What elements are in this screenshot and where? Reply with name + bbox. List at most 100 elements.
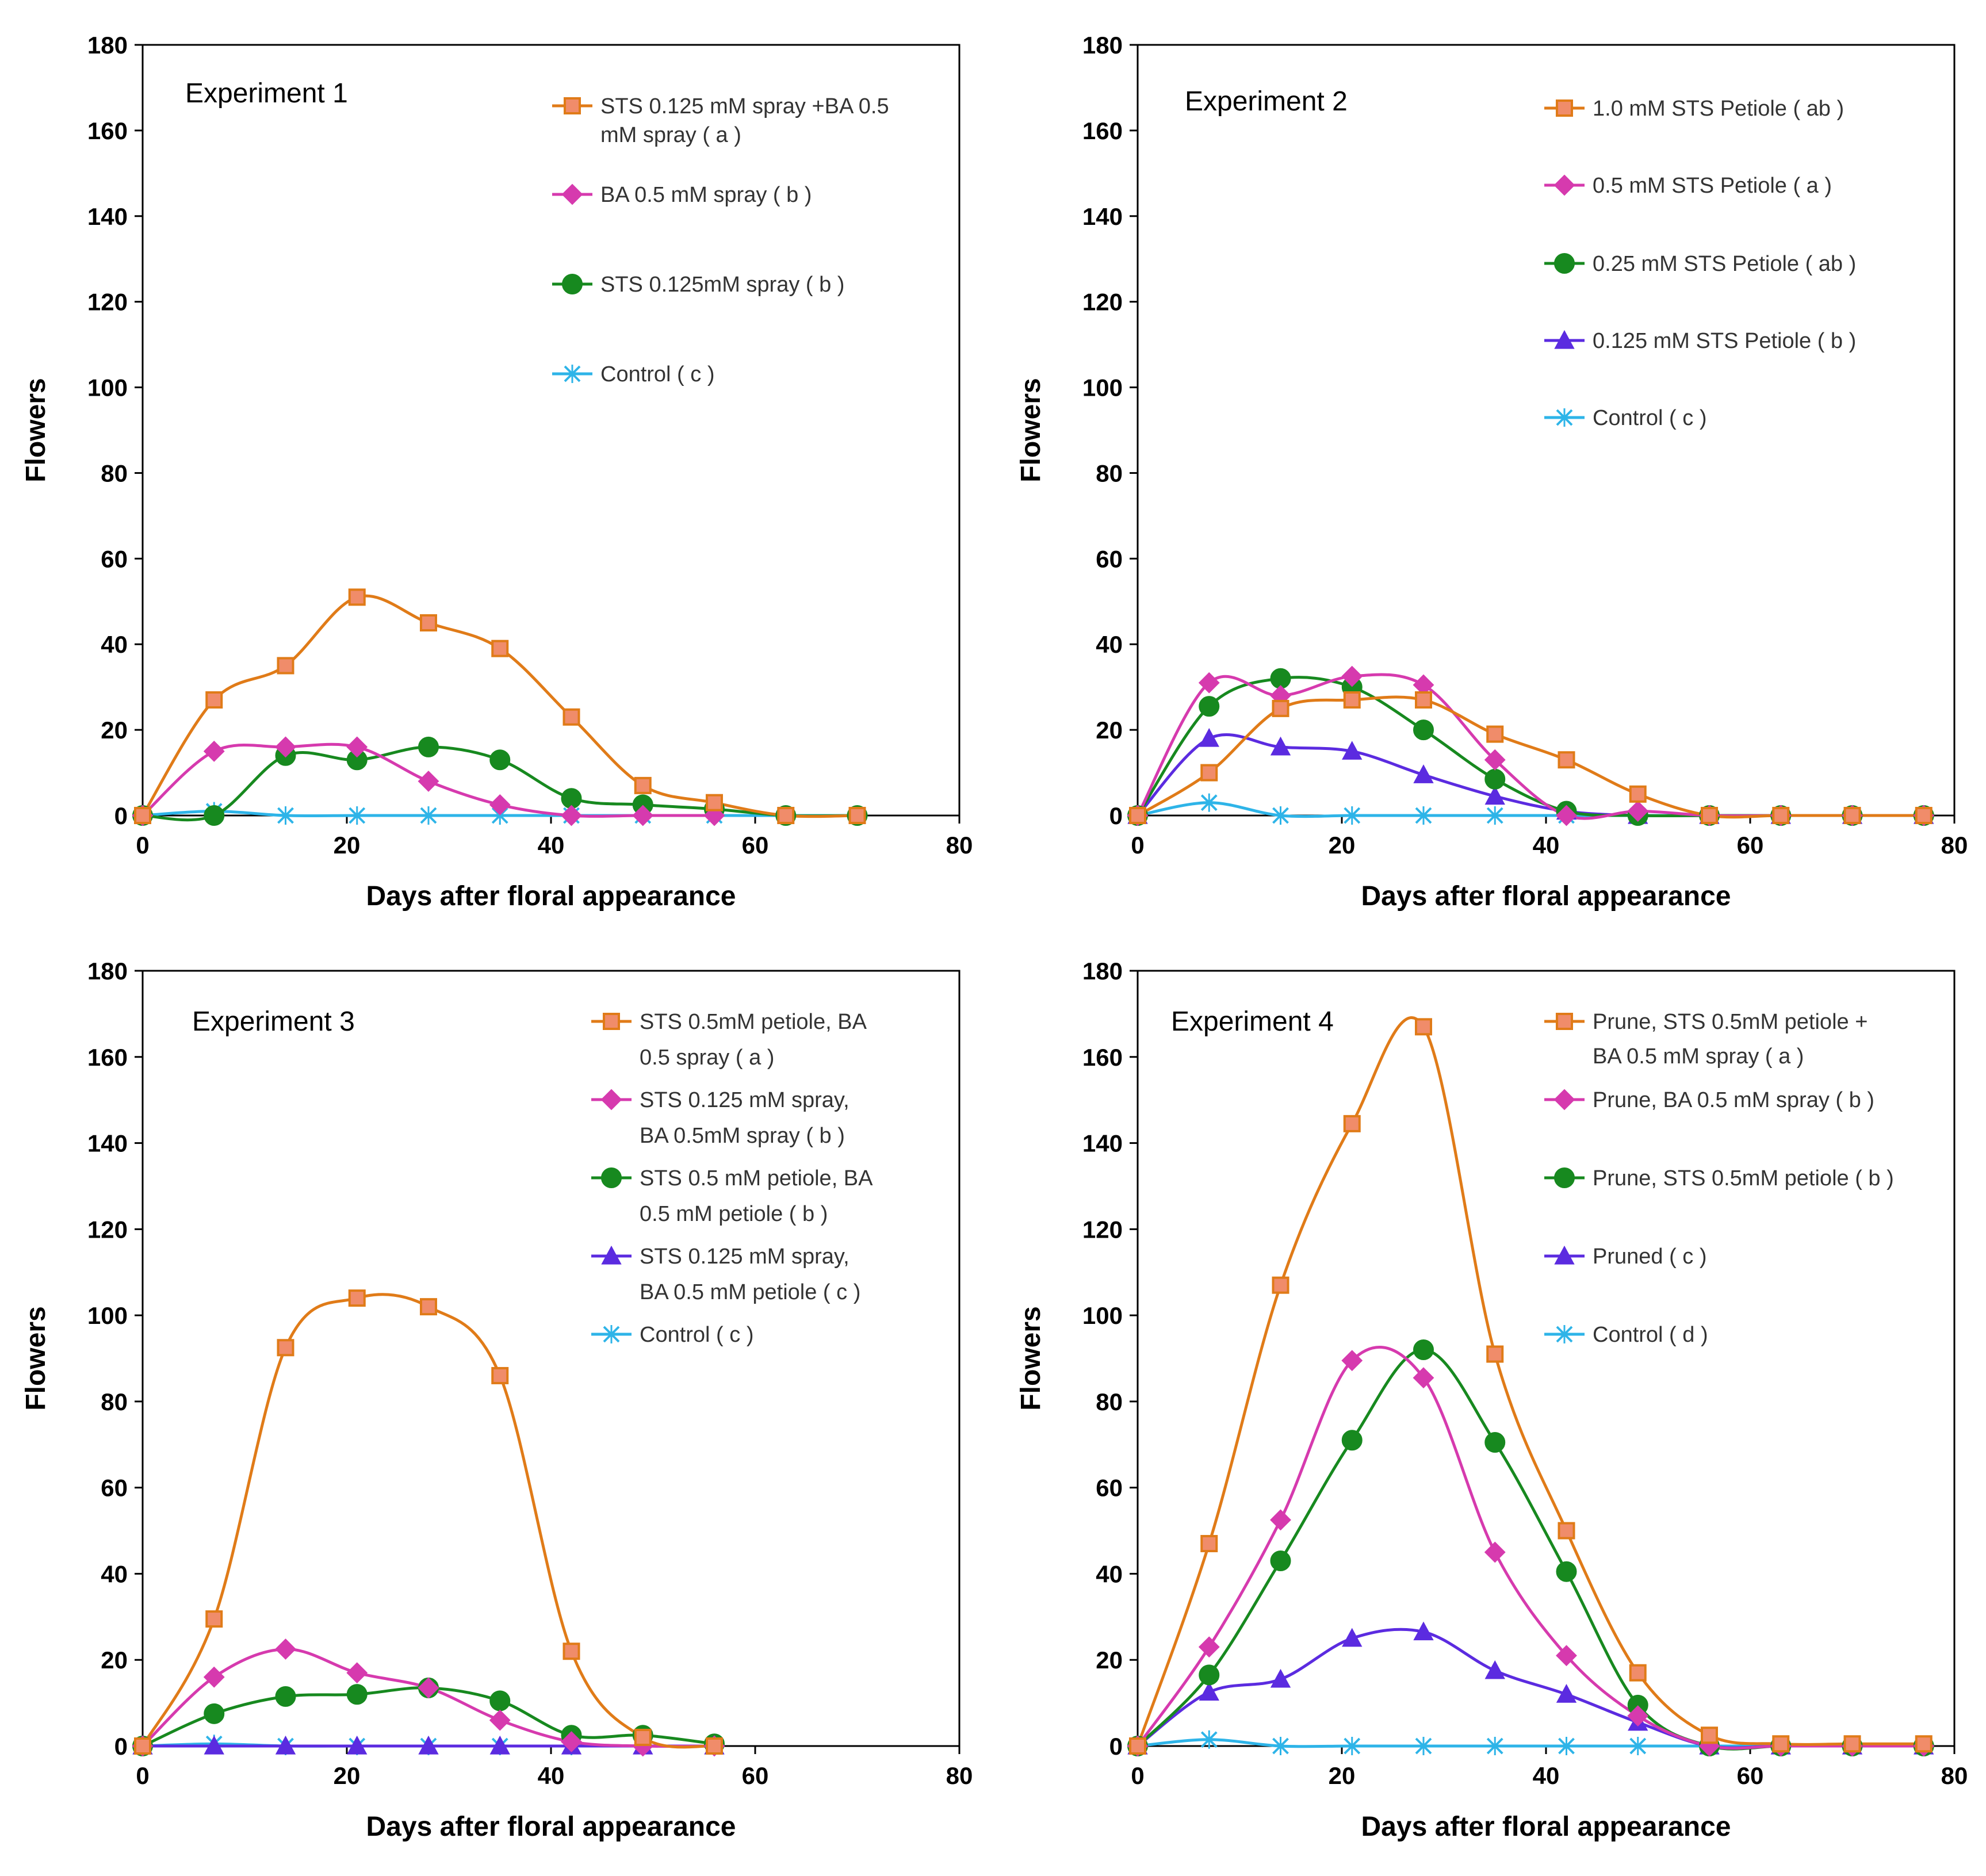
data-point <box>1200 793 1218 812</box>
x-axis-title: Days after floral appearance <box>366 881 736 912</box>
x-tick-label: 80 <box>946 832 973 859</box>
legend-swatch-marker <box>601 1167 622 1188</box>
series-markers-1 <box>1129 1018 1933 1755</box>
legend-swatch-marker <box>1554 1167 1575 1188</box>
y-axis-title: Flowers <box>21 1306 51 1410</box>
legend-swatch-marker <box>601 1245 622 1265</box>
series-markers-1 <box>1129 691 1933 824</box>
y-tick-label: 20 <box>1096 1647 1123 1674</box>
y-tick-label: 0 <box>1109 802 1123 829</box>
data-point <box>1198 1636 1220 1658</box>
legend-label: Control ( c ) <box>640 1323 753 1347</box>
data-point <box>277 806 294 825</box>
data-point <box>1413 1339 1434 1361</box>
data-point <box>1484 1660 1505 1679</box>
legend-label: STS 0.5 mM petiole, BA <box>640 1166 873 1190</box>
y-tick-label: 0 <box>114 802 128 829</box>
data-point <box>777 807 795 824</box>
data-point <box>1558 1737 1575 1755</box>
x-axis-title: Days after floral appearance <box>366 1812 736 1842</box>
legend-swatch-marker <box>564 365 581 383</box>
panel-title: Experiment 3 <box>192 1006 355 1037</box>
data-point <box>1272 806 1289 825</box>
data-point <box>418 736 439 757</box>
legend-label: Control ( c ) <box>600 362 714 386</box>
legend-label: Pruned ( c ) <box>1593 1245 1707 1269</box>
y-tick-label: 80 <box>1096 460 1123 487</box>
data-point <box>1129 1737 1146 1755</box>
data-point <box>1413 1621 1434 1641</box>
y-tick-label: 160 <box>87 117 128 144</box>
y-tick-label: 180 <box>87 958 128 985</box>
legend-swatch-marker <box>600 1089 622 1111</box>
panel-title: Experiment 1 <box>185 78 348 109</box>
y-tick-label: 120 <box>87 289 128 316</box>
y-tick-label: 40 <box>101 631 128 658</box>
y-tick-label: 60 <box>101 545 128 572</box>
legend-swatch-marker <box>1553 1089 1575 1111</box>
legend-label: BA 0.5 mM petiole ( c ) <box>640 1280 860 1304</box>
data-point <box>1556 1684 1577 1703</box>
data-point <box>1343 1115 1361 1132</box>
data-point <box>1486 1345 1504 1363</box>
data-point <box>275 1686 296 1707</box>
data-point <box>489 794 511 816</box>
data-point <box>1484 786 1505 805</box>
legend-swatch-marker <box>1556 1325 1573 1343</box>
legend-swatch-marker <box>1556 99 1573 117</box>
legend: 1.0 mM STS Petiole ( ab ) 0.5 mM STS Peti… <box>1544 97 1856 430</box>
data-point <box>634 1729 652 1747</box>
data-point <box>489 749 511 771</box>
x-tick-label: 80 <box>946 1762 973 1789</box>
y-tick-label: 80 <box>101 460 128 487</box>
legend-label: 1.0 mM STS Petiole ( ab ) <box>1593 97 1844 121</box>
data-point <box>1200 1730 1218 1749</box>
data-point <box>1484 1432 1506 1453</box>
legend: STS 0.125 mM spray +BA 0.5 mM spray ( a )… <box>552 94 889 386</box>
legend-label: Prune, BA 0.5 mM spray ( b ) <box>1593 1088 1874 1112</box>
legend-label: 0.125 mM STS Petiole ( b ) <box>1593 329 1856 353</box>
y-tick-label: 60 <box>1096 545 1123 572</box>
data-point <box>1629 1737 1647 1755</box>
x-tick-label: 40 <box>1533 832 1560 859</box>
chart-panel-3: 0 20 40 60 80 100 120 140 160 180 0 20 40 60 80 Days af… <box>21 958 973 1842</box>
data-point <box>1342 741 1363 760</box>
data-point <box>1270 736 1291 756</box>
x-tick-label: 20 <box>334 832 361 859</box>
y-tick-label: 60 <box>101 1475 128 1502</box>
data-point <box>346 736 368 758</box>
y-tick-label: 100 <box>1082 374 1123 401</box>
y-axis-title: Flowers <box>1016 1306 1046 1410</box>
data-point <box>848 807 866 824</box>
y-tick-label: 140 <box>87 203 128 230</box>
legend-swatch-marker <box>1556 1013 1573 1030</box>
legend-label: 0.25 mM STS Petiole ( ab ) <box>1593 252 1856 276</box>
legend-label: STS 0.125 mM spray, <box>640 1245 849 1269</box>
x-tick-label: 60 <box>742 1762 769 1789</box>
legend-label: STS 0.125mM spray ( b ) <box>600 273 844 297</box>
data-point <box>1200 1535 1218 1553</box>
y-tick-label: 100 <box>1082 1302 1123 1329</box>
y-tick-label: 0 <box>1109 1733 1123 1760</box>
data-point <box>418 1677 439 1699</box>
plot-frame <box>1137 44 1956 817</box>
series-markers-4 <box>1127 1621 1934 1755</box>
data-point <box>1772 1735 1790 1753</box>
data-point <box>204 805 225 826</box>
legend-swatch-marker <box>1554 253 1575 274</box>
data-point <box>1556 1561 1577 1582</box>
data-point <box>1129 807 1146 824</box>
y-tick-label: 180 <box>1082 32 1123 59</box>
data-point <box>1343 691 1361 709</box>
data-point <box>1341 1350 1363 1372</box>
data-point <box>1415 806 1432 825</box>
data-point <box>418 771 439 792</box>
y-tick-label: 100 <box>87 1302 128 1329</box>
series-line-2 <box>1136 1346 1924 1750</box>
x-tick-label: 20 <box>1329 1762 1356 1789</box>
data-point <box>1341 665 1363 687</box>
data-point <box>489 1735 510 1755</box>
data-point <box>1701 1726 1718 1744</box>
legend-swatch-marker <box>1554 1245 1575 1265</box>
data-point <box>205 691 223 709</box>
